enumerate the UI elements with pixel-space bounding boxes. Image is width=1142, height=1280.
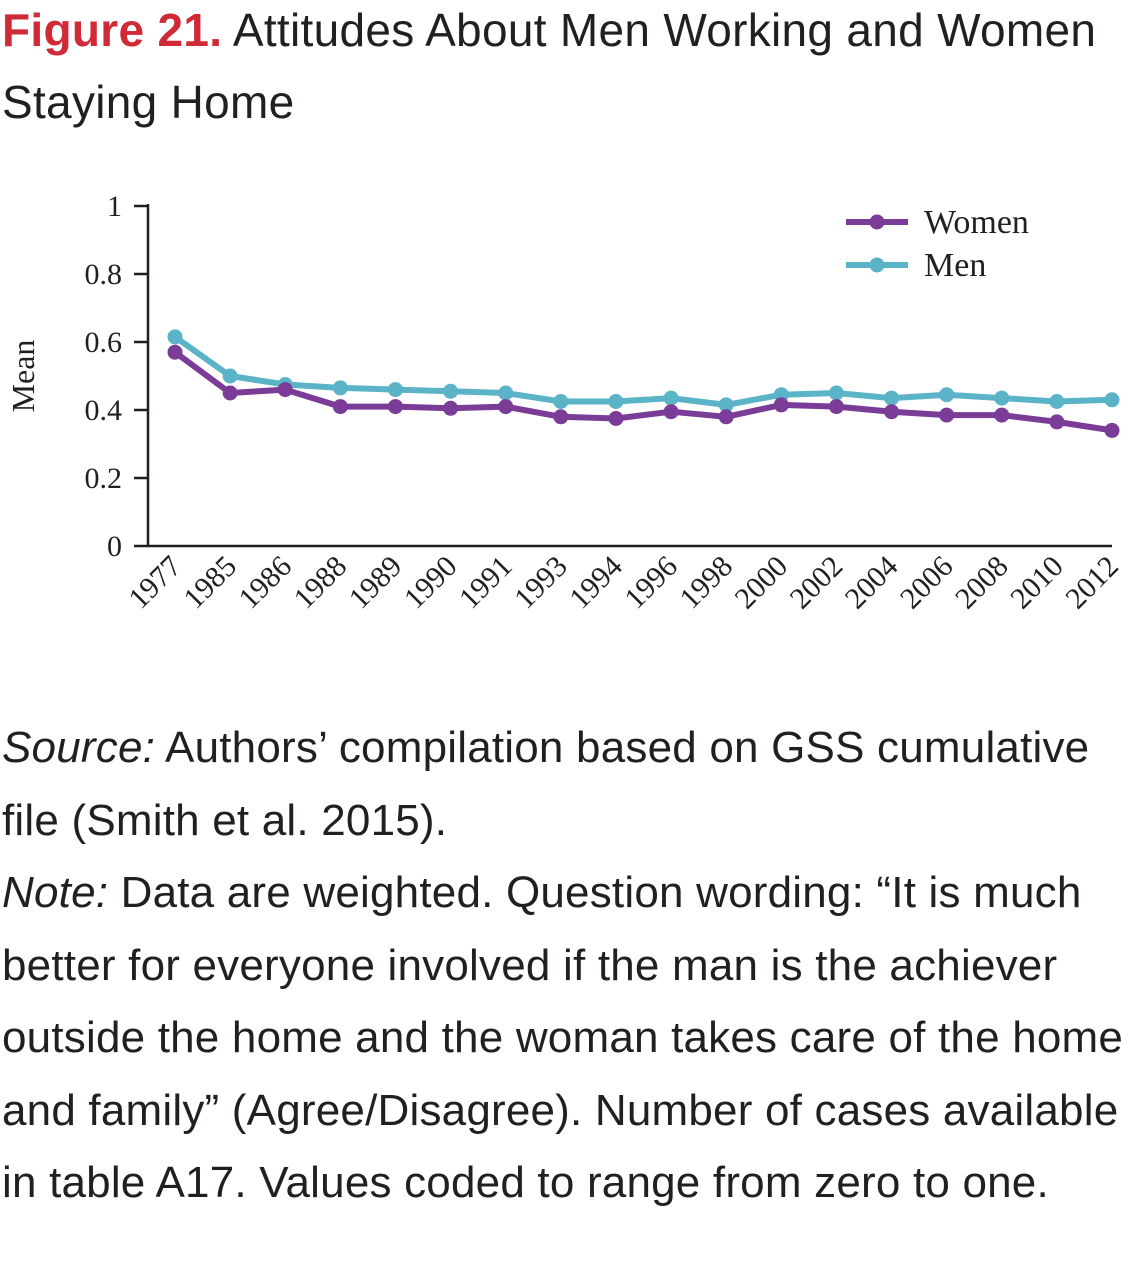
data-point-women: [443, 400, 459, 416]
data-point-women: [884, 404, 900, 420]
source-text: Authors’ compilation based on GSS cumula…: [2, 723, 1090, 845]
data-point-men: [939, 387, 955, 403]
x-tick-label: 2012: [1059, 550, 1125, 616]
source-label: Source:: [2, 723, 156, 772]
data-point-women: [1104, 422, 1120, 438]
x-tick-label: 1988: [288, 550, 354, 616]
data-point-men: [498, 385, 514, 401]
x-tick-label: 1989: [343, 550, 409, 616]
x-tick-label: 1991: [453, 550, 519, 616]
series-line-women: [173, 349, 1113, 434]
data-point-women: [553, 409, 569, 425]
x-tick-label: 1990: [398, 550, 464, 616]
data-point-women: [222, 385, 238, 401]
y-tick-label: 1: [107, 190, 122, 223]
data-point-women: [994, 407, 1010, 423]
y-tick-label: 0.4: [85, 394, 123, 427]
y-axis-title: Mean: [5, 340, 41, 413]
data-point-men: [884, 390, 900, 406]
data-point-men: [167, 329, 183, 345]
data-point-women: [277, 382, 293, 398]
legend-label-men: Men: [924, 247, 986, 284]
data-point-women: [718, 409, 734, 425]
legend-marker-men: [869, 257, 885, 273]
data-point-women: [332, 399, 348, 415]
data-point-women: [498, 399, 514, 415]
data-point-men: [222, 368, 238, 384]
line-chart: 00.20.40.60.8119771985198619881989199019…: [5, 190, 1125, 616]
data-point-men: [994, 390, 1010, 406]
figure-caption: Source: Authors’ compilation based on GS…: [2, 712, 1137, 1220]
note-text: Data are weighted. Question wording: “It…: [2, 868, 1124, 1207]
data-point-men: [553, 394, 569, 409]
data-point-men: [1104, 392, 1120, 408]
data-point-men: [443, 383, 459, 399]
figure-title-text: Attitudes About Men Working and Women St…: [2, 4, 1097, 128]
data-point-men: [1049, 394, 1065, 409]
data-point-men: [718, 397, 734, 413]
data-point-women: [663, 404, 679, 420]
legend-label-women: Women: [924, 204, 1029, 241]
figure-label: Figure 21.: [2, 4, 223, 56]
data-point-men: [663, 390, 679, 406]
data-point-men: [608, 394, 624, 409]
x-tick-label: 2002: [784, 550, 850, 616]
data-point-women: [387, 399, 403, 415]
data-point-women: [828, 399, 844, 415]
x-tick-label: 2008: [949, 550, 1015, 616]
figure-title: Figure 21. Attitudes About Men Working a…: [2, 0, 1132, 138]
legend-marker-women: [869, 214, 885, 230]
y-tick-label: 0.2: [85, 462, 123, 495]
x-tick-label: 1993: [508, 550, 574, 616]
x-tick-label: 1996: [618, 550, 684, 616]
x-tick-label: 1986: [232, 550, 298, 616]
x-tick-label: 1985: [177, 550, 243, 616]
data-point-women: [939, 407, 955, 423]
x-tick-label: 1998: [673, 550, 739, 616]
data-point-women: [773, 397, 789, 413]
data-point-women: [1049, 414, 1065, 430]
series-line-men: [173, 334, 1113, 408]
note-label: Note:: [2, 868, 109, 917]
y-tick-label: 0: [107, 530, 122, 563]
x-tick-label: 1994: [563, 550, 629, 616]
data-point-women: [608, 411, 624, 426]
x-tick-label: 2006: [894, 550, 960, 616]
x-tick-label: 1977: [122, 550, 188, 616]
data-point-men: [332, 380, 348, 396]
x-tick-label: 2004: [839, 550, 905, 616]
chart-series: [167, 329, 1120, 438]
data-point-men: [828, 385, 844, 401]
x-tick-label: 2010: [1004, 550, 1070, 616]
y-tick-label: 0.8: [85, 258, 123, 291]
x-tick-label: 2000: [728, 550, 794, 616]
data-point-women: [167, 344, 183, 360]
chart-legend: Women Men: [846, 204, 1029, 284]
data-point-men: [387, 382, 403, 398]
y-tick-label: 0.6: [85, 326, 123, 359]
